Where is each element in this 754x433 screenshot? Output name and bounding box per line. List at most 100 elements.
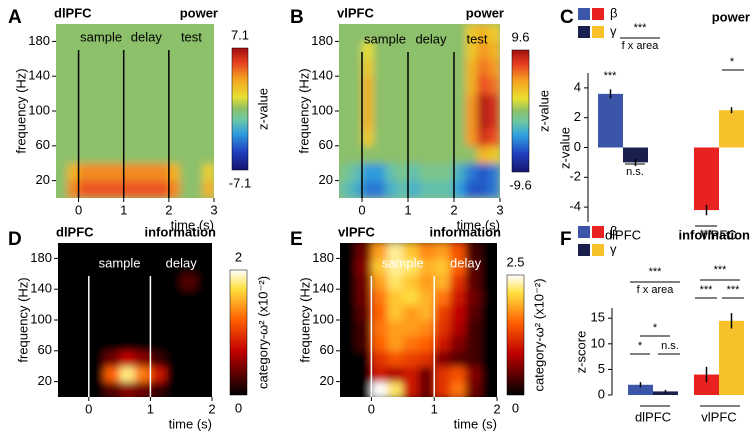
y-tick-label: 2 [574, 109, 581, 124]
heatmap-cell [168, 58, 181, 77]
epoch-label: test [181, 29, 202, 44]
heatmap-cell [150, 350, 167, 367]
y-tick-label: 20 [319, 172, 333, 187]
heatmap-cell [371, 335, 388, 352]
heatmap-cell [373, 24, 386, 42]
heatmap-cell [402, 381, 419, 397]
epoch-label: delay [131, 29, 163, 44]
y-tick-label: 60 [319, 137, 333, 152]
colorbar-label: z-value [536, 90, 551, 132]
heatmap-cell [434, 335, 451, 352]
heatmap-cell [454, 58, 466, 77]
heatmap-cell [146, 145, 159, 164]
heatmap-cell [362, 111, 374, 129]
heatmap-cells [56, 24, 214, 198]
heatmap-cell [196, 243, 212, 259]
heatmap-cell [418, 381, 435, 397]
heatmap-cell [355, 381, 372, 397]
heatmap-cell [112, 145, 125, 164]
heatmap-cell [150, 320, 167, 336]
heatmap-cell [442, 76, 455, 95]
heatmap-cell [196, 320, 212, 336]
heatmap-cell [191, 163, 204, 182]
colorbar-tick-label: 7.1 [231, 27, 249, 42]
heatmap-cell [150, 289, 167, 306]
y-tick-label: 10 [591, 335, 605, 350]
chart-title: dlPFC [56, 224, 94, 239]
heatmap-cell [88, 335, 105, 352]
heatmap-cell [355, 335, 372, 352]
annotation: f x area [622, 40, 660, 52]
heatmap-cell [202, 76, 214, 95]
y-tick-label: 140 [30, 281, 52, 296]
heatmap-cell [402, 289, 419, 306]
epoch-label: delay [166, 255, 198, 270]
heatmap-cell [101, 180, 113, 198]
heatmap-cell [339, 41, 351, 60]
heatmap-cell [135, 128, 147, 147]
heatmap-cell [396, 111, 409, 129]
heatmap-cell [89, 145, 102, 164]
heatmap-cell [340, 320, 357, 336]
y-tick-label: 180 [30, 250, 52, 265]
heatmap-cell [454, 145, 466, 164]
x-tick-label: 0 [75, 202, 82, 217]
heatmap-cell [165, 335, 182, 352]
heatmap [339, 24, 500, 198]
heatmap-cell [135, 180, 147, 198]
heatmap-cell [78, 145, 91, 164]
annotation: *** [604, 70, 618, 82]
heatmap-cell [477, 58, 489, 77]
heatmap-cell [165, 304, 182, 321]
heatmap-cell [73, 335, 90, 352]
panel-letter: D [8, 229, 22, 250]
bar [719, 320, 744, 395]
heatmap-cell [396, 128, 409, 147]
colorbar-tick-label: 9.6 [511, 29, 529, 44]
heatmap-cell [112, 180, 125, 198]
heatmap-cell [196, 304, 212, 321]
x-tick-label: 1 [404, 202, 411, 217]
heatmap-cell [396, 76, 409, 95]
heatmap-cell [119, 304, 136, 321]
x-tick-label: 1 [147, 401, 154, 416]
heatmap-cell [58, 366, 74, 383]
x-tick-label: 0 [358, 202, 365, 217]
heatmap-cell [146, 128, 159, 147]
heatmap-cell [350, 111, 363, 129]
heatmap-cell [418, 243, 435, 259]
x-tick-label: 3 [210, 202, 217, 217]
heatmap-cell [465, 258, 482, 275]
heatmap-cell [431, 111, 443, 129]
y-axis-label: frequency (Hz) [13, 68, 28, 153]
epoch-label: sample [382, 255, 424, 270]
heatmap-cell [371, 258, 388, 275]
heatmap-cell [465, 128, 478, 147]
heatmap-cell [418, 335, 435, 352]
heatmap-cell [465, 76, 478, 95]
colorbar-label: category-ω² (x10⁻²) [255, 276, 270, 389]
heatmap-cell [119, 320, 136, 336]
heatmap-cell [431, 180, 443, 198]
heatmap-cell [373, 58, 386, 77]
heatmap-cell [371, 366, 388, 383]
bar [628, 384, 653, 395]
heatmap-cell [146, 163, 159, 182]
y-tick-label: 100 [312, 311, 334, 326]
heatmap-cell [202, 111, 214, 129]
heatmap-cell [396, 24, 409, 42]
colorbar-tick-label: 2 [235, 249, 242, 264]
heatmap-cell [196, 366, 212, 383]
heatmap-cell [104, 289, 121, 306]
heatmap-cell [355, 243, 372, 259]
heatmap-cell [481, 335, 497, 352]
heatmap-cell [477, 24, 489, 42]
heatmap-cell [385, 76, 397, 95]
heatmap-cell [150, 243, 167, 259]
heatmap-cell [442, 180, 455, 198]
heatmap-cell [112, 111, 125, 129]
legend-label: β [610, 223, 617, 238]
colorbar [231, 47, 249, 171]
heatmap-cell [123, 180, 136, 198]
y-tick-label: 100 [30, 311, 52, 326]
